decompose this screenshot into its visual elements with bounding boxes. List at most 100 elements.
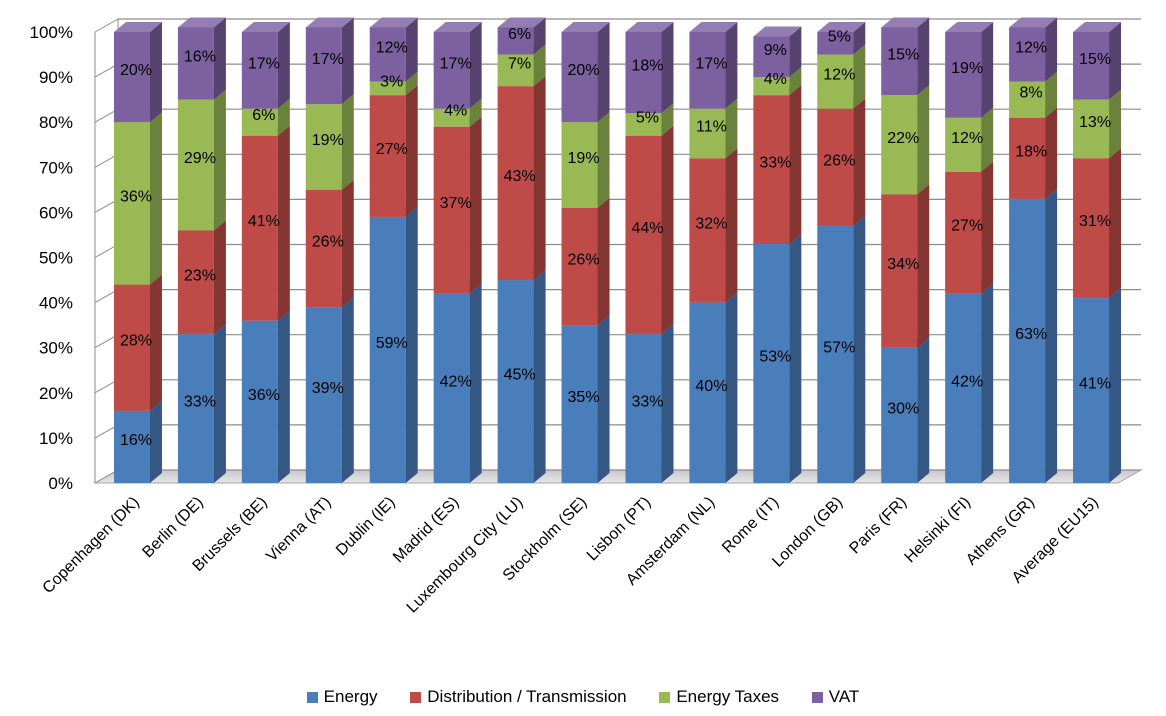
bar-segment-side bbox=[1109, 22, 1122, 100]
bar-segment-side bbox=[469, 22, 482, 109]
bar-segment-top bbox=[369, 17, 418, 28]
side-wall-gridline bbox=[94, 18, 119, 33]
bar-segment bbox=[817, 32, 854, 55]
bar-segment bbox=[817, 54, 854, 109]
bar-segment-top bbox=[1009, 17, 1058, 28]
x-category-label: Paris (FR) bbox=[846, 494, 910, 558]
x-category-label: Rome (IT) bbox=[719, 494, 782, 557]
bar-segment-top bbox=[305, 17, 354, 28]
bar-segment-side bbox=[981, 107, 994, 172]
bar-segment-side bbox=[853, 22, 866, 55]
bar-segment bbox=[1009, 81, 1046, 118]
data-label: 27% bbox=[376, 141, 408, 158]
bar-segment-side bbox=[533, 270, 546, 483]
bar-segment-side bbox=[597, 22, 610, 123]
data-label: 18% bbox=[1015, 143, 1047, 160]
data-label: 28% bbox=[120, 333, 152, 350]
legend-item-distribution: Distribution / Transmission bbox=[410, 687, 627, 707]
data-label: 12% bbox=[823, 67, 855, 84]
data-label: 37% bbox=[440, 195, 472, 212]
bar-segment-top bbox=[817, 22, 866, 32]
bar-segment-side bbox=[917, 17, 930, 96]
bar-segment bbox=[241, 320, 278, 483]
data-label: 42% bbox=[440, 373, 472, 390]
legend-label-energy-taxes: Energy Taxes bbox=[676, 687, 780, 706]
data-label: 20% bbox=[568, 62, 600, 79]
bar-segment-side bbox=[853, 215, 866, 483]
data-label: 26% bbox=[823, 152, 855, 169]
bar-segment bbox=[369, 81, 406, 96]
data-label: 35% bbox=[568, 389, 600, 406]
bar-segment-side bbox=[789, 85, 802, 244]
data-label: 34% bbox=[887, 256, 919, 273]
data-label: 17% bbox=[248, 55, 280, 72]
bar-segment bbox=[945, 171, 982, 294]
legend-label-distribution: Distribution / Transmission bbox=[427, 687, 627, 706]
bar-segment bbox=[497, 27, 534, 55]
bar-segment-side bbox=[597, 315, 610, 483]
data-label: 6% bbox=[252, 107, 275, 124]
bar-segment-side bbox=[213, 220, 226, 335]
bar-segment-side bbox=[1109, 148, 1122, 299]
bar-segment-side bbox=[917, 337, 930, 483]
bar-segment bbox=[433, 108, 470, 127]
data-label: 57% bbox=[823, 339, 855, 356]
bar-segment bbox=[689, 158, 726, 303]
data-label: 4% bbox=[764, 71, 787, 88]
bar-segment bbox=[1073, 32, 1110, 100]
data-label: 17% bbox=[440, 55, 472, 72]
bar-segment bbox=[433, 126, 470, 294]
bar-segment-side bbox=[469, 283, 482, 483]
bar-segment bbox=[113, 284, 150, 411]
data-label: 6% bbox=[508, 26, 531, 43]
data-label: 13% bbox=[1079, 114, 1111, 131]
data-label: 41% bbox=[1079, 376, 1111, 393]
data-label: 16% bbox=[120, 432, 152, 449]
bar-segment bbox=[433, 293, 470, 483]
bar-segment-side bbox=[1045, 71, 1058, 118]
data-label: 31% bbox=[1079, 213, 1111, 230]
data-label: 44% bbox=[631, 220, 663, 237]
bar-segment bbox=[369, 27, 406, 82]
bar-segment-side bbox=[597, 112, 610, 208]
bar-segment-side bbox=[661, 324, 674, 483]
data-label: 63% bbox=[1015, 326, 1047, 343]
bar-segment bbox=[497, 54, 534, 87]
bar-segment-side bbox=[789, 67, 802, 96]
y-tick-label: 40% bbox=[39, 294, 73, 313]
bar-segment bbox=[689, 32, 726, 109]
data-label: 19% bbox=[951, 60, 983, 77]
bar-segment-side bbox=[469, 98, 482, 127]
bar-segment-top bbox=[113, 22, 162, 32]
bar-segment bbox=[1009, 117, 1046, 199]
data-label: 3% bbox=[380, 73, 403, 90]
data-label: 8% bbox=[1020, 85, 1043, 102]
data-label: 17% bbox=[695, 55, 727, 72]
data-label: 39% bbox=[312, 380, 344, 397]
bar-segment bbox=[369, 95, 406, 217]
x-category-label: Dublin (IE) bbox=[333, 494, 398, 559]
bar-segment-top bbox=[945, 22, 994, 32]
bar-segment-side bbox=[1109, 288, 1122, 483]
bar-segment-side bbox=[1045, 17, 1058, 82]
data-label: 9% bbox=[764, 42, 787, 59]
y-tick-label: 80% bbox=[39, 113, 73, 132]
bar-segment-side bbox=[213, 17, 226, 100]
bar-segment bbox=[753, 243, 790, 483]
data-label: 18% bbox=[631, 58, 663, 75]
bar-segment-side bbox=[853, 44, 866, 109]
legend-item-energy: Energy bbox=[306, 687, 378, 707]
legend-label-energy: Energy bbox=[323, 687, 378, 706]
bar-segment-side bbox=[149, 22, 162, 123]
bar-segment-side bbox=[725, 148, 738, 303]
data-label: 12% bbox=[376, 40, 408, 57]
data-label: 42% bbox=[951, 373, 983, 390]
bar-segment-top bbox=[689, 22, 738, 32]
legend-swatch-vat bbox=[811, 691, 823, 703]
bar-segment bbox=[305, 104, 342, 190]
y-tick-label: 0% bbox=[48, 474, 73, 493]
data-label: 36% bbox=[248, 387, 280, 404]
y-tick-label: 70% bbox=[39, 158, 73, 177]
bar-segment bbox=[305, 307, 342, 483]
data-label: 19% bbox=[568, 150, 600, 167]
